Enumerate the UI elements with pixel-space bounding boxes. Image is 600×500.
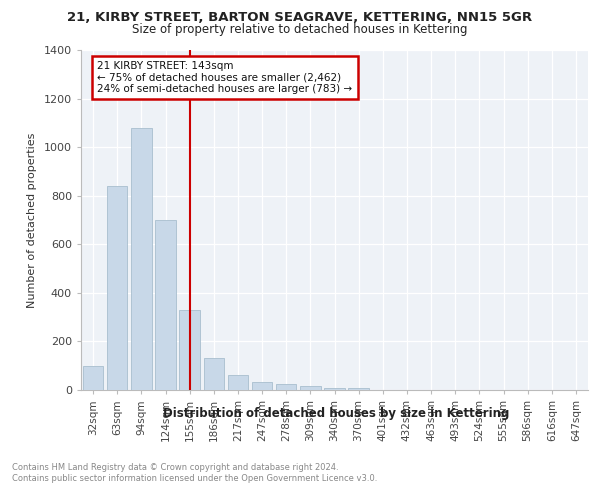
Bar (179, 310, 200, 390)
Bar (155, 220, 176, 390)
Bar (252, 382, 272, 390)
Bar (107, 186, 127, 390)
Text: Size of property relative to detached houses in Kettering: Size of property relative to detached ho… (132, 22, 468, 36)
Bar (203, 358, 224, 390)
Bar (131, 128, 152, 390)
Y-axis label: Number of detached properties: Number of detached properties (27, 132, 37, 308)
Bar (83, 366, 103, 390)
Text: 21, KIRBY STREET, BARTON SEAGRAVE, KETTERING, NN15 5GR: 21, KIRBY STREET, BARTON SEAGRAVE, KETTE… (67, 11, 533, 24)
Text: 21 KIRBY STREET: 143sqm
← 75% of detached houses are smaller (2,462)
24% of semi: 21 KIRBY STREET: 143sqm ← 75% of detache… (97, 61, 353, 94)
Bar (227, 376, 248, 390)
Bar (324, 388, 345, 390)
Bar (276, 384, 296, 390)
Bar (300, 386, 320, 390)
Text: Contains public sector information licensed under the Open Government Licence v3: Contains public sector information licen… (12, 474, 377, 483)
Text: Contains HM Land Registry data © Crown copyright and database right 2024.: Contains HM Land Registry data © Crown c… (12, 462, 338, 471)
Bar (349, 388, 369, 390)
Text: Distribution of detached houses by size in Kettering: Distribution of detached houses by size … (163, 408, 509, 420)
